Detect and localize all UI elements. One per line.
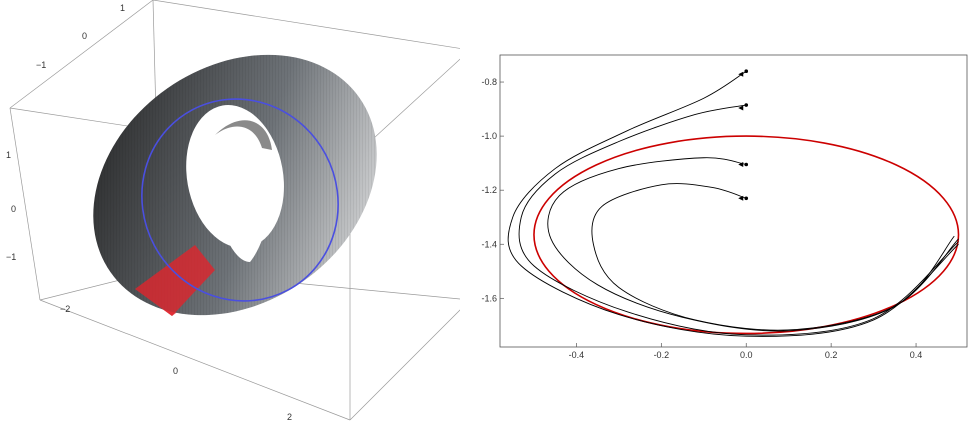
top-tick-label: 1 [120,3,125,13]
bottom-tick-label: 0 [173,366,178,376]
x-tick-label: 0.0 [740,350,753,360]
start-point [744,69,749,74]
direction-arrow [738,105,744,111]
trajectory-line [507,70,959,337]
torus-3d-svg: 1 0 −1 1 0 −1 −2 0 2 [6,0,471,422]
limit-cycle [533,135,960,335]
torus-inner-shadow [210,121,274,263]
trajectories [507,69,960,337]
left-tick-label: 1 [6,150,11,160]
y-tick-label: -0.8 [481,77,497,87]
torus-3d-plot: 1 0 −1 1 0 −1 −2 0 2 [0,0,471,430]
top-tick-label: −1 [36,60,46,70]
start-point [744,103,749,107]
bottom-tick-label: 2 [287,412,292,422]
x-tick-label: 0.2 [825,350,838,360]
y-tick-label: -1.2 [481,185,497,195]
x-tick-label: -0.4 [569,350,585,360]
periodic-orbit [141,98,339,302]
phase-portrait-plot: -0.4 -0.2 0.0 0.2 0.4 -0.8 -1.0 -1.2 -1.4 -1.6 [460,0,969,430]
start-point [744,196,749,201]
trajectory-line [547,157,959,332]
plot-frame [499,54,968,348]
y-tick-label: -1.0 [481,131,497,141]
axis-ticks: -0.4 -0.2 0.0 0.2 0.4 -0.8 -1.0 -1.2 -1.4 -1.6 [481,77,922,360]
left-tick-label: −1 [6,252,16,262]
direction-arrow [738,162,744,167]
trajectory-line [591,183,955,331]
bottom-tick-label: −2 [60,304,70,314]
x-tick-label: 0.4 [910,350,923,360]
direction-arrow [738,195,744,201]
phase-portrait-svg: -0.4 -0.2 0.0 0.2 0.4 -0.8 -1.0 -1.2 -1.4 -1.6 [481,54,968,360]
x-tick-label: -0.2 [654,350,670,360]
top-tick-label: 0 [82,31,87,41]
intersection-plane-front [135,245,215,316]
direction-arrow [738,71,744,77]
y-tick-label: -1.6 [481,293,497,303]
left-tick-label: 0 [11,204,16,214]
trajectory-line [518,104,959,336]
y-tick-label: -1.4 [481,239,497,249]
start-point [744,162,749,167]
